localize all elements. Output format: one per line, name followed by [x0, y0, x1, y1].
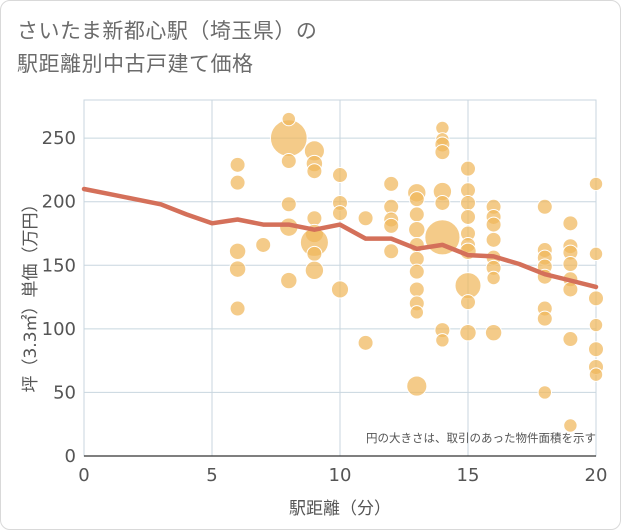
data-bubble	[255, 236, 272, 253]
data-bubble	[406, 375, 428, 397]
grid	[83, 99, 597, 457]
data-bubble	[460, 194, 476, 211]
data-bubble	[304, 260, 325, 281]
data-bubble	[588, 290, 604, 307]
data-bubble	[434, 194, 451, 211]
data-bubble	[332, 205, 348, 222]
data-bubble	[408, 220, 426, 239]
data-bubble	[536, 310, 553, 327]
data-bubble	[588, 176, 604, 192]
data-bubble	[460, 294, 476, 311]
y-tick-label: 100	[42, 319, 76, 340]
data-bubble	[229, 174, 246, 191]
data-bubble	[434, 144, 451, 161]
data-bubble	[332, 167, 348, 184]
x-tick-label: 10	[329, 465, 352, 486]
data-bubble	[562, 281, 579, 298]
data-bubble	[562, 256, 579, 273]
data-bubble	[486, 270, 501, 286]
data-bubble	[330, 280, 350, 299]
y-tick-label: 150	[42, 255, 76, 276]
data-bubble	[484, 323, 503, 342]
y-tick-label: 50	[53, 382, 76, 403]
data-bubble	[229, 300, 246, 317]
data-bubble	[588, 367, 604, 382]
data-bubble	[357, 210, 374, 227]
bubble-layer	[228, 111, 604, 433]
data-bubble	[357, 334, 374, 351]
data-bubble	[408, 206, 425, 223]
data-bubble	[485, 216, 502, 233]
data-bubble	[588, 317, 604, 333]
data-bubble	[408, 191, 425, 208]
data-bubble	[460, 208, 476, 225]
x-tick-label: 15	[457, 465, 480, 486]
data-bubble	[460, 160, 476, 177]
data-bubble	[280, 153, 297, 170]
title-line-1: さいたま新都心駅（埼玉県）の	[17, 19, 318, 43]
data-bubble	[281, 111, 297, 127]
data-bubble	[459, 323, 477, 342]
trend-line-layer	[81, 186, 599, 290]
data-bubble	[588, 246, 604, 262]
y-axis-title: 坪（3.3㎡）単価（万円）	[21, 195, 41, 392]
data-bubble	[280, 196, 297, 213]
data-bubble	[588, 341, 604, 358]
x-axis-title: 駅距離（分）	[289, 499, 391, 519]
data-bubble	[229, 156, 246, 173]
data-bubble	[562, 331, 579, 348]
data-bubble	[306, 245, 323, 262]
data-bubble	[280, 271, 298, 290]
data-bubble	[536, 198, 553, 215]
data-bubble	[537, 385, 553, 400]
data-bubble	[485, 231, 502, 248]
data-bubble	[563, 418, 578, 433]
size-note: 円の大きさは、取引のあった物件面積を示す	[366, 431, 596, 445]
x-tick-label: 20	[585, 465, 608, 486]
data-bubble	[383, 175, 400, 192]
trend-line	[81, 186, 599, 290]
chart-title: さいたま新都心駅（埼玉県）の 駅距離別中古戸建て価格	[17, 15, 317, 81]
data-bubble	[383, 217, 400, 234]
data-bubble	[306, 163, 323, 180]
y-tick-label: 200	[42, 192, 76, 213]
data-bubble	[408, 263, 425, 280]
data-bubble	[383, 243, 400, 260]
x-tick-label: 5	[206, 465, 217, 486]
y-tick-label: 0	[65, 446, 76, 467]
y-tick-label: 250	[42, 128, 76, 149]
data-bubble	[435, 333, 450, 348]
title-line-2: 駅距離別中古戸建て価格	[17, 52, 254, 76]
data-bubble	[562, 215, 579, 232]
tick-labels: 0 50 100 150 200 250 0 5 10 15 20	[42, 128, 608, 486]
data-bubble	[409, 305, 425, 320]
data-bubble	[228, 242, 247, 261]
x-tick-label: 0	[78, 465, 89, 486]
data-bubble	[228, 260, 247, 278]
data-bubble	[408, 281, 425, 298]
data-bubble	[306, 210, 323, 227]
